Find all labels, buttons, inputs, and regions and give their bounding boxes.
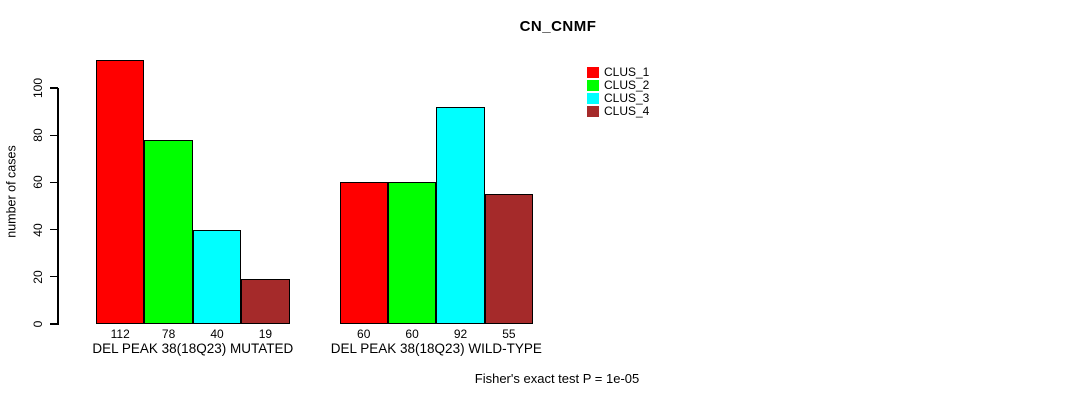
x-group-label: DEL PEAK 38(18Q23) WILD-TYPE (330, 341, 542, 356)
chart-title: CN_CNMF (519, 18, 597, 35)
bar-value-label: 60 (357, 327, 371, 341)
y-tick-label: 0 (31, 320, 45, 328)
legend-label-clus_4: CLUS_4 (604, 103, 650, 118)
y-tick-mark (50, 276, 58, 278)
bar-clus_3-group2 (436, 106, 485, 324)
y-axis-line (57, 88, 59, 325)
y-tick-mark (50, 323, 58, 325)
y-tick-label: 100 (31, 77, 45, 99)
y-tick-mark (50, 134, 58, 136)
bar-value-label: 92 (453, 327, 468, 341)
bar-clus_1-group2 (339, 182, 388, 324)
bar-value-label: 19 (258, 327, 273, 341)
y-tick-mark (50, 229, 58, 231)
bar-value-label: 55 (502, 327, 516, 341)
bar-value-label: 40 (210, 327, 224, 341)
legend-swatch-clus_2 (587, 79, 599, 91)
y-tick-label: 60 (31, 175, 45, 190)
bar-clus_1-group1 (96, 59, 145, 324)
legend-swatch-clus_1 (587, 66, 599, 78)
y-tick-label: 80 (31, 128, 45, 142)
y-tick-label: 20 (31, 270, 45, 284)
bar-value-label: 60 (405, 327, 419, 341)
bar-clus_4-group1 (241, 279, 290, 324)
bar-clus_3-group1 (192, 229, 242, 324)
legend-swatch-clus_3 (587, 92, 599, 104)
legend-swatch-clus_4 (587, 105, 599, 117)
fisher-test-annotation: Fisher's exact test P = 1e-05 (474, 371, 640, 386)
bar-clus_2-group2 (387, 182, 437, 324)
y-tick-mark (50, 181, 58, 183)
y-axis-label: number of cases (4, 145, 19, 238)
legend-label-clus_2: CLUS_2 (604, 77, 650, 92)
bar-clus_4-group2 (484, 194, 534, 324)
legend-label-clus_3: CLUS_3 (604, 90, 650, 105)
bar-value-label: 112 (110, 327, 130, 341)
bar-clus_2-group1 (144, 139, 193, 324)
legend-label-clus_1: CLUS_1 (604, 64, 650, 79)
y-tick-label: 40 (31, 222, 45, 237)
y-tick-mark (50, 87, 58, 89)
x-group-label: DEL PEAK 38(18Q23) MUTATED (92, 341, 294, 356)
bar-value-label: 78 (161, 327, 176, 341)
